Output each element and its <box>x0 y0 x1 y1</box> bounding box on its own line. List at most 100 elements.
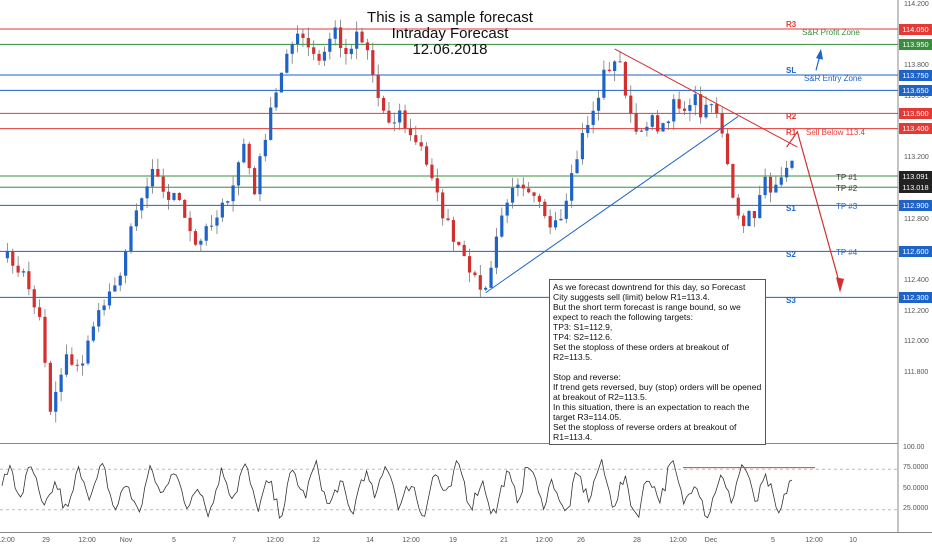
candle-body <box>575 159 579 174</box>
candle-body <box>424 146 429 165</box>
osc-tick-label: 100.00 <box>903 444 925 451</box>
level-note-s2: TP #4 <box>836 248 858 258</box>
price-label-s2: 112.600 <box>899 245 932 257</box>
candle-body <box>338 27 343 49</box>
candle-body <box>263 139 267 157</box>
candle-body <box>306 37 310 48</box>
candle-body <box>580 133 585 160</box>
candle-body <box>204 226 208 241</box>
level-note-tp1: TP #1 <box>836 173 858 183</box>
level-note-s1: TP #3 <box>836 202 858 212</box>
candle-body <box>220 202 224 218</box>
candle-body <box>403 110 407 129</box>
candle-body <box>183 199 187 218</box>
candle-body <box>623 61 628 96</box>
note-line: TP4: S2=112.6. <box>553 332 613 342</box>
level-tag-s2: S2 <box>786 250 796 260</box>
x-tick-label: 12:00 <box>266 537 284 544</box>
candle-body <box>365 42 370 51</box>
candle-body <box>322 51 327 61</box>
candle-body <box>656 115 660 132</box>
candle-body <box>629 95 633 114</box>
candle-body <box>64 354 69 375</box>
y-tick-label: 114.200 <box>904 1 929 8</box>
candle-body <box>742 215 746 227</box>
x-tick-label: 12:00 <box>535 537 553 544</box>
x-tick-label: 28 <box>633 537 641 544</box>
candle-body <box>312 47 316 54</box>
candle-body <box>11 251 15 266</box>
candle-body <box>731 164 735 198</box>
candle-body <box>435 178 439 193</box>
candle-body <box>408 128 413 136</box>
level-note-r3: S&R Profit Zone <box>802 28 860 37</box>
candle-body <box>516 184 520 189</box>
candle-body <box>473 272 477 276</box>
candle-body <box>317 53 321 61</box>
candle-body <box>118 275 122 286</box>
x-tick-label: 12 <box>312 537 320 544</box>
candle-body <box>27 271 31 290</box>
note-line: Stop and reverse: <box>553 372 621 382</box>
candle-body <box>505 202 509 216</box>
candle-body <box>81 363 85 366</box>
oscillator-line <box>1 459 793 519</box>
candle-body <box>258 156 262 195</box>
forecast-arrow-up-head <box>816 48 823 60</box>
chart-title-1: This is a sample forecast <box>367 9 533 26</box>
x-tick-label: 5 <box>771 537 775 544</box>
candle-body <box>32 289 36 308</box>
level-note-sl: S&R Entry Zone <box>804 74 862 83</box>
candle-body <box>392 122 396 124</box>
candle-body <box>736 197 740 216</box>
price-label-sl: 113.750 <box>899 69 932 81</box>
candle-body <box>650 115 654 127</box>
x-tick-label: 12:00 <box>78 537 96 544</box>
note-line: But the short term forecast is range bou… <box>553 302 744 322</box>
candle-body <box>720 113 724 134</box>
candle-body <box>586 124 590 134</box>
candle-body <box>709 104 713 106</box>
candle-body <box>532 192 536 196</box>
candle-body <box>725 133 730 165</box>
candle-body <box>226 201 230 203</box>
price-label-s3: 112.300 <box>899 291 932 303</box>
candle-body <box>70 354 74 365</box>
trendline-support <box>485 115 739 294</box>
candle-body <box>747 211 751 227</box>
price-label-tp2: 113.018 <box>899 181 932 193</box>
candle-body <box>156 168 160 177</box>
candle-body <box>129 226 133 252</box>
candle-body <box>295 33 300 45</box>
candle-body <box>38 307 42 317</box>
x-tick-label: 5 <box>172 537 176 544</box>
note-line: Set the stoploss of reverse orders at br… <box>553 422 739 442</box>
candle-body <box>177 193 181 200</box>
candle-body <box>618 61 622 63</box>
y-tick-label: 111.800 <box>904 369 929 376</box>
x-tick-label: 26 <box>577 537 585 544</box>
candle-body <box>188 217 192 232</box>
candle-body <box>274 92 278 108</box>
candle-body <box>381 97 386 111</box>
candle-body <box>398 110 402 123</box>
candle-body <box>484 287 488 290</box>
level-note-tp2: TP #2 <box>836 184 858 194</box>
candle-body <box>666 121 670 124</box>
candle-body <box>693 94 697 106</box>
candle-body <box>489 267 493 288</box>
x-tick-label: 12:00 <box>0 537 15 544</box>
note-line: If trend gets reversed, buy (stop) order… <box>553 382 764 402</box>
level-tag-r1: R1 <box>786 127 797 137</box>
x-tick-label: 7 <box>232 537 236 544</box>
candle-body <box>677 99 681 109</box>
candle-body <box>140 198 144 211</box>
note-line: TP3: S1=112.9, <box>553 322 613 332</box>
note-line: In this situation, there is an expectati… <box>553 402 752 422</box>
candle-body <box>537 195 542 202</box>
candle-body <box>688 105 692 111</box>
candle-body <box>16 265 20 273</box>
candle-body <box>145 186 149 199</box>
level-tag-s1: S1 <box>786 204 796 214</box>
